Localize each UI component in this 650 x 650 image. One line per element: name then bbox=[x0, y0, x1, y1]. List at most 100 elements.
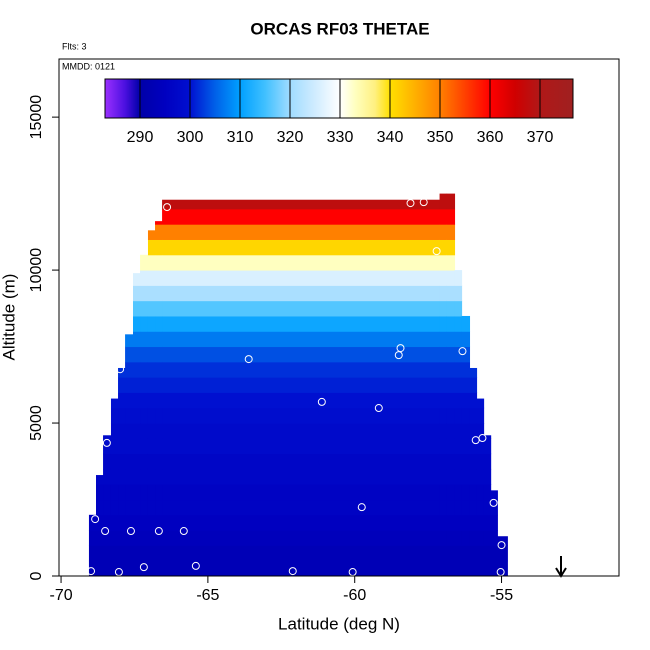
cell bbox=[490, 514, 498, 531]
cell bbox=[483, 514, 492, 531]
cell bbox=[439, 438, 448, 455]
y-tick-label: 0 bbox=[28, 571, 45, 580]
cell bbox=[96, 545, 104, 562]
x-tick-label: -70 bbox=[49, 587, 72, 604]
cell bbox=[155, 453, 163, 470]
y-tick-label: 15000 bbox=[28, 95, 45, 140]
cell bbox=[125, 530, 134, 546]
cell bbox=[461, 545, 471, 562]
point bbox=[91, 515, 100, 524]
cell bbox=[118, 407, 126, 424]
cell bbox=[140, 270, 149, 286]
cell bbox=[125, 392, 134, 409]
point bbox=[497, 541, 506, 550]
cell bbox=[118, 392, 126, 409]
cell bbox=[155, 423, 163, 439]
y-tick-label: 5000 bbox=[28, 405, 45, 441]
cell bbox=[140, 514, 149, 531]
cell bbox=[162, 315, 441, 332]
cell bbox=[110, 530, 119, 546]
cell bbox=[454, 438, 463, 455]
cell bbox=[446, 453, 456, 470]
cell bbox=[476, 468, 485, 485]
cell bbox=[461, 361, 471, 378]
cell bbox=[454, 346, 463, 363]
cell bbox=[147, 545, 156, 562]
points bbox=[87, 198, 506, 577]
cell bbox=[155, 285, 163, 302]
cell bbox=[483, 499, 492, 516]
cell bbox=[439, 285, 448, 302]
cell bbox=[155, 315, 163, 332]
cell bbox=[155, 530, 163, 546]
cell bbox=[469, 423, 478, 439]
cell bbox=[96, 484, 104, 501]
cell bbox=[140, 453, 149, 470]
cell bbox=[133, 530, 141, 546]
cell bbox=[125, 545, 134, 562]
cell bbox=[133, 285, 141, 302]
cell bbox=[155, 514, 163, 531]
cell bbox=[147, 499, 156, 516]
cell bbox=[461, 423, 471, 439]
cell bbox=[162, 377, 441, 393]
cell bbox=[439, 331, 448, 348]
cell bbox=[118, 367, 126, 378]
point bbox=[478, 434, 487, 443]
cell bbox=[469, 514, 478, 531]
cell bbox=[497, 536, 508, 546]
cell bbox=[125, 407, 134, 424]
cell bbox=[476, 545, 485, 562]
cell bbox=[483, 453, 492, 470]
cell bbox=[469, 530, 478, 546]
cell bbox=[140, 315, 149, 332]
cell bbox=[96, 475, 104, 485]
cell bbox=[140, 392, 149, 409]
cell bbox=[162, 361, 441, 378]
cell bbox=[446, 270, 456, 286]
cell bbox=[133, 346, 141, 363]
cell bbox=[454, 361, 463, 378]
cell bbox=[133, 438, 141, 455]
cell bbox=[147, 453, 156, 470]
point bbox=[288, 567, 297, 576]
date-note: MMDD: 0121 bbox=[62, 61, 115, 71]
cell bbox=[125, 361, 134, 378]
colorbar-tick-label: 300 bbox=[177, 129, 204, 146]
cell bbox=[483, 484, 492, 501]
cell bbox=[125, 468, 134, 485]
cell bbox=[454, 285, 463, 302]
cell bbox=[446, 560, 456, 577]
cell bbox=[103, 560, 112, 577]
cell bbox=[147, 484, 156, 501]
cell bbox=[439, 530, 448, 546]
cell bbox=[140, 377, 149, 393]
cell bbox=[103, 484, 112, 501]
cell bbox=[118, 514, 126, 531]
cell bbox=[133, 499, 141, 516]
cell bbox=[461, 331, 471, 348]
cell bbox=[476, 398, 485, 409]
cell bbox=[461, 453, 471, 470]
point bbox=[102, 438, 111, 447]
cell bbox=[110, 499, 119, 516]
cell bbox=[476, 560, 485, 577]
cell bbox=[155, 361, 163, 378]
cell bbox=[133, 545, 141, 562]
cell bbox=[155, 224, 163, 240]
cell bbox=[147, 230, 156, 240]
colorbar: 290 300 310 320 330 340 350 360 370 bbox=[104, 78, 574, 146]
colorbar-tick-label: 340 bbox=[377, 129, 404, 146]
point bbox=[154, 527, 163, 536]
cell bbox=[147, 377, 156, 393]
cell bbox=[469, 438, 478, 455]
cell bbox=[155, 499, 163, 516]
cell bbox=[155, 392, 163, 409]
cell bbox=[469, 560, 478, 577]
cell bbox=[454, 560, 463, 577]
cell bbox=[476, 484, 485, 501]
cell bbox=[446, 193, 456, 210]
cell bbox=[118, 377, 126, 393]
cell bbox=[110, 545, 119, 562]
